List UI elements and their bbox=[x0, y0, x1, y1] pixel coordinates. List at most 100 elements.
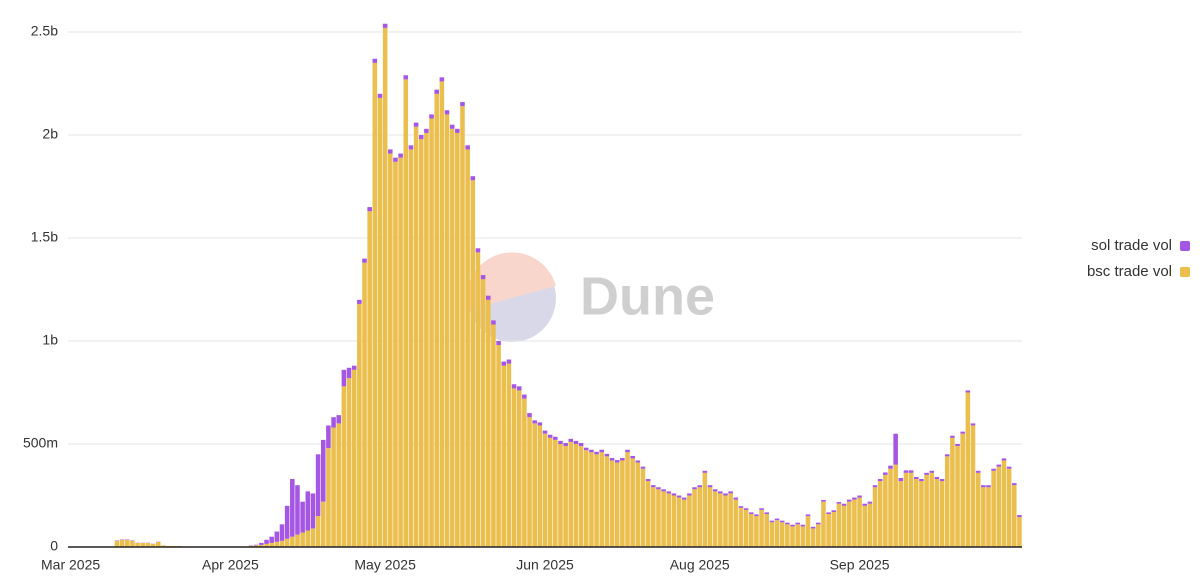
bar-segment bbox=[661, 491, 666, 547]
bar-segment bbox=[609, 458, 615, 461]
bar-segment bbox=[738, 506, 744, 508]
y-tick-label: 500m bbox=[23, 435, 58, 451]
bar-segment bbox=[651, 485, 656, 488]
bar-segment bbox=[594, 451, 599, 455]
bar-segment bbox=[769, 520, 775, 523]
bar-segment bbox=[748, 514, 754, 547]
bar-segment bbox=[315, 454, 321, 517]
bar-segment bbox=[738, 507, 744, 547]
bar-segment bbox=[898, 481, 904, 547]
bar-segment bbox=[589, 449, 594, 453]
bar-segment bbox=[1011, 485, 1017, 547]
bar-segment bbox=[460, 102, 465, 107]
bar-segment bbox=[702, 470, 708, 473]
bar-segment bbox=[475, 252, 481, 548]
bar-segment bbox=[310, 493, 316, 529]
bar-segment bbox=[547, 434, 553, 438]
bar-segment bbox=[939, 479, 945, 482]
bar-segment bbox=[743, 509, 749, 547]
bar-segment bbox=[563, 442, 568, 447]
bar-segment bbox=[274, 541, 280, 547]
bar-segment bbox=[872, 485, 878, 488]
bar-segment bbox=[728, 491, 733, 494]
bar-segment bbox=[857, 495, 862, 498]
bar-segment bbox=[934, 476, 940, 480]
x-tick-label: Sep 2025 bbox=[830, 557, 890, 573]
bar-segment bbox=[960, 433, 965, 547]
bar-segment bbox=[697, 485, 702, 488]
bar-segment bbox=[279, 524, 285, 541]
bar-segment bbox=[264, 543, 269, 547]
bar-segment bbox=[651, 487, 656, 547]
bar-segment bbox=[785, 522, 790, 525]
bar-segment bbox=[336, 423, 342, 547]
bar-segment bbox=[527, 417, 532, 547]
bar-segment bbox=[367, 211, 372, 547]
bar-segment bbox=[398, 157, 403, 547]
bar-segment bbox=[532, 420, 537, 424]
bar-segment bbox=[573, 444, 579, 547]
bar-segment bbox=[676, 497, 682, 547]
bar-segment bbox=[852, 497, 857, 500]
bar-segment bbox=[269, 536, 274, 543]
bar-segment bbox=[491, 324, 496, 547]
bar-segment bbox=[429, 118, 434, 548]
bar-segment bbox=[759, 509, 764, 547]
bar-segment bbox=[908, 470, 914, 473]
bar-segment bbox=[862, 505, 867, 547]
bar-segment bbox=[867, 501, 873, 504]
watermark-logo-part bbox=[466, 252, 556, 310]
bar-segment bbox=[671, 495, 677, 547]
bar-segment bbox=[810, 528, 816, 547]
bar-segment bbox=[439, 77, 445, 82]
bar-segment bbox=[362, 258, 367, 263]
bar-segment bbox=[264, 539, 269, 544]
bar-segment bbox=[970, 423, 976, 426]
bar-segment bbox=[573, 440, 579, 444]
bar-segment bbox=[883, 474, 888, 547]
bar-segment bbox=[351, 369, 357, 547]
bar-segment bbox=[357, 303, 362, 547]
bar-segment bbox=[996, 466, 1002, 547]
y-tick-label: 1.5b bbox=[31, 229, 58, 245]
bar-segment bbox=[955, 444, 960, 447]
bar-segment bbox=[934, 479, 940, 547]
bar-segment bbox=[553, 439, 558, 547]
bar-segment bbox=[150, 543, 156, 547]
bar-segment bbox=[444, 114, 450, 548]
bar-segment bbox=[975, 470, 981, 473]
bar-segment bbox=[331, 417, 336, 428]
bar-segment bbox=[774, 520, 780, 547]
bar-segment bbox=[346, 367, 352, 379]
bar-segment bbox=[877, 481, 883, 547]
bar-segment bbox=[656, 487, 661, 490]
bar-segment bbox=[816, 524, 821, 547]
bar-segment bbox=[960, 431, 965, 434]
bar-segment bbox=[841, 503, 847, 506]
bar-segment bbox=[625, 452, 630, 547]
bar-segment bbox=[393, 161, 398, 547]
bar-segment bbox=[568, 438, 574, 442]
bar-segment bbox=[315, 516, 321, 547]
bar-segment bbox=[764, 514, 770, 547]
bar-segment bbox=[914, 476, 919, 480]
bar-segment bbox=[645, 481, 651, 547]
bar-segment bbox=[769, 522, 775, 547]
bar-segment bbox=[532, 423, 537, 547]
bar-segment bbox=[790, 524, 795, 527]
bar-segment bbox=[496, 345, 501, 547]
bar-segment bbox=[630, 458, 635, 547]
bar-segment bbox=[609, 460, 615, 547]
bar-segment bbox=[506, 359, 512, 364]
bar-segment bbox=[372, 58, 378, 63]
bar-segment bbox=[130, 540, 135, 547]
bar-segment bbox=[300, 501, 305, 533]
bar-segment bbox=[816, 522, 821, 525]
bar-segment bbox=[290, 536, 295, 547]
bar-segment bbox=[779, 522, 785, 547]
bar-segment bbox=[470, 176, 476, 181]
bar-segment bbox=[305, 491, 311, 531]
bar-segment bbox=[965, 390, 971, 393]
bar-segment bbox=[1006, 466, 1012, 469]
x-tick-label: Aug 2025 bbox=[670, 557, 730, 573]
